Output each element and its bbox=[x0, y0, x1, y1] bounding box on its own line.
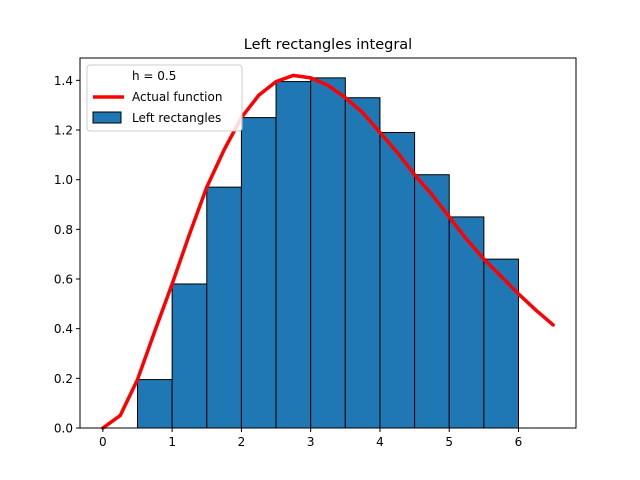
legend: h = 0.5 Actual function Left rectangles bbox=[86, 64, 243, 132]
y-tick-label: 0.4 bbox=[54, 322, 73, 336]
y-tick-label: 0.2 bbox=[54, 372, 73, 386]
legend-box bbox=[86, 64, 243, 132]
bar bbox=[344, 97, 381, 429]
line-group bbox=[101, 73, 555, 430]
axes-frame bbox=[79, 57, 577, 429]
bar bbox=[448, 216, 485, 429]
y-tick-label: 0.6 bbox=[54, 273, 73, 287]
y-axis: 0.0 0.2 0.4 0.6 0.8 1.0 1.2 1.4 bbox=[54, 74, 80, 436]
x-tick-label: 4 bbox=[376, 435, 384, 449]
y-tick-label: 1.0 bbox=[54, 173, 73, 187]
x-tick-label: 0 bbox=[99, 435, 107, 449]
legend-header: h = 0.5 bbox=[132, 69, 176, 83]
bar bbox=[275, 81, 312, 429]
bar bbox=[206, 186, 242, 429]
x-tick-label: 5 bbox=[445, 435, 453, 449]
x-tick-label: 2 bbox=[238, 435, 246, 449]
y-tick-label: 1.4 bbox=[54, 74, 73, 88]
x-tick-label: 1 bbox=[168, 435, 176, 449]
bar bbox=[483, 258, 520, 429]
y-tick-label: 0.8 bbox=[54, 223, 73, 237]
x-axis: 0 1 2 3 4 5 6 bbox=[99, 428, 522, 449]
bar bbox=[310, 77, 346, 429]
legend-line-label: Actual function bbox=[132, 90, 222, 104]
legend-bar-swatch bbox=[92, 111, 122, 124]
bar bbox=[240, 117, 277, 429]
bar bbox=[414, 174, 450, 429]
y-tick-label: 0.0 bbox=[54, 422, 73, 436]
y-tick-label: 1.2 bbox=[54, 124, 73, 138]
bar bbox=[379, 131, 416, 429]
legend-bar-label: Left rectangles bbox=[132, 111, 221, 125]
bars-group bbox=[136, 77, 520, 429]
chart-title: Left rectangles integral bbox=[244, 37, 412, 53]
x-tick-label: 3 bbox=[307, 435, 315, 449]
bar bbox=[171, 283, 208, 429]
bar bbox=[136, 379, 173, 429]
x-tick-label: 6 bbox=[515, 435, 523, 449]
function-line bbox=[101, 73, 555, 430]
